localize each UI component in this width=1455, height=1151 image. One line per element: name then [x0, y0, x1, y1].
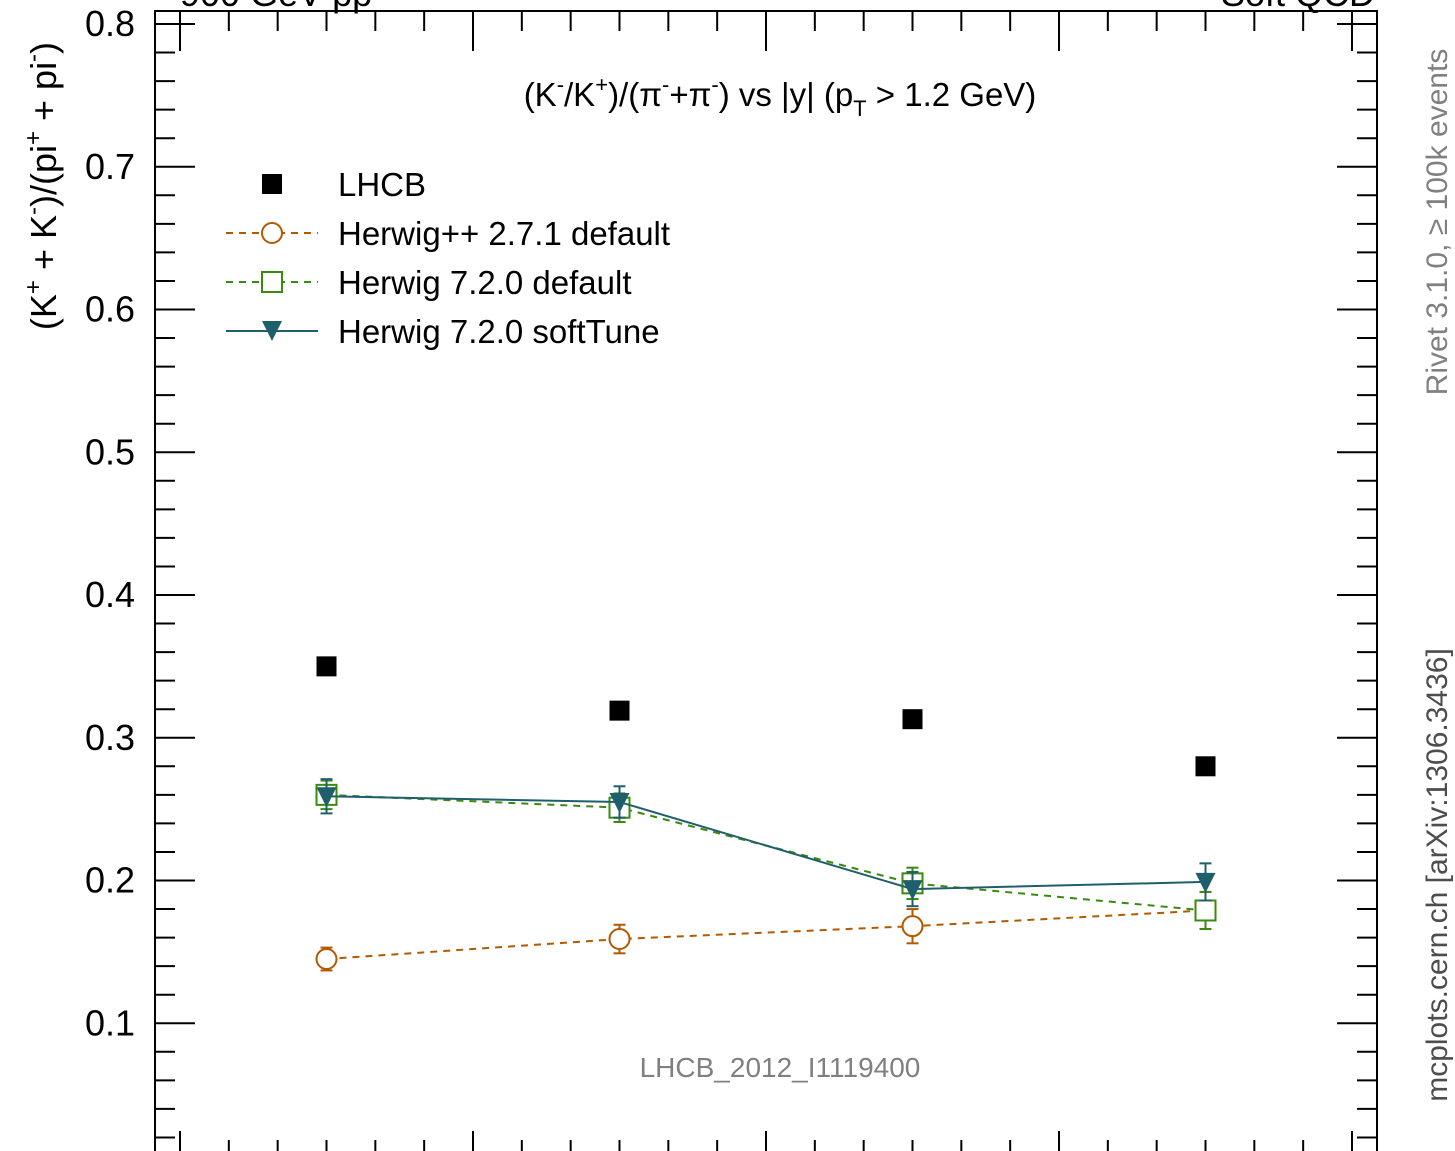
legend-marker-herwig7-softtune — [262, 321, 282, 341]
series-lhcb — [316, 656, 1216, 777]
series-line — [326, 795, 1206, 891]
y-tick-label: 0.1 — [85, 1002, 135, 1043]
series-line — [326, 793, 1206, 912]
y-tick-label-zero: 0 — [115, 1145, 135, 1151]
data-point — [1195, 872, 1216, 893]
series-herwig-2-7-1-default — [315, 890, 1217, 972]
y-tick-label: 0.8 — [85, 3, 135, 44]
series-layer — [315, 656, 1217, 972]
legend: LHCB Herwig++ 2.7.1 default Herwig 7.2.0… — [226, 166, 670, 350]
legend-marker-herwig7-default — [261, 271, 283, 293]
data-point — [902, 880, 923, 901]
data-point — [315, 948, 338, 971]
data-point — [1194, 899, 1217, 922]
rivet-version-label: Rivet 3.1.0, ≥ 100k events — [1421, 49, 1454, 396]
data-point — [902, 709, 923, 730]
y-tick-labels: 0.1 0.2 0.3 0.4 0.5 0.6 0.7 0.8 0 — [85, 3, 135, 1151]
y-tick-label: 0.7 — [85, 146, 135, 187]
legend-label-herwigpp: Herwig++ 2.7.1 default — [338, 215, 670, 252]
analysis-id-label: LHCB_2012_I1119400 — [640, 1052, 921, 1083]
data-point — [1195, 756, 1216, 777]
plot-title: (K-/K+)/(π-+π-) vs |y| (pT > 1.2 GeV) — [524, 72, 1037, 121]
y-tick-label: 0.5 — [85, 431, 135, 472]
legend-marker-herwigpp — [261, 222, 283, 244]
legend-label-lhcb: LHCB — [338, 166, 426, 203]
x-axis-ticks — [179, 11, 1353, 1151]
legend-marker-lhcb — [262, 174, 282, 194]
data-point — [901, 915, 924, 938]
data-point — [608, 928, 631, 951]
data-point — [609, 700, 630, 721]
y-axis-label: (K+ + K-)/(pi+ + pi-) — [20, 42, 64, 330]
y-tick-label: 0.6 — [85, 289, 135, 330]
legend-label-herwig7-default: Herwig 7.2.0 default — [338, 264, 632, 301]
series-line — [326, 909, 1206, 961]
mcplots-label: mcplots.cern.ch [arXiv:1306.3436] — [1421, 648, 1454, 1102]
y-tick-label: 0.3 — [85, 717, 135, 758]
y-tick-label: 0.2 — [85, 860, 135, 901]
series-herwig-7-2-0-softtune — [316, 778, 1216, 908]
data-point — [609, 792, 630, 813]
series-herwig-7-2-0-default — [315, 779, 1217, 931]
y-tick-label: 0.4 — [85, 574, 135, 615]
legend-label-herwig7-softtune: Herwig 7.2.0 softTune — [338, 313, 660, 350]
data-point — [316, 656, 337, 677]
data-point — [316, 787, 337, 808]
y-axis-ticks — [155, 23, 1377, 1139]
